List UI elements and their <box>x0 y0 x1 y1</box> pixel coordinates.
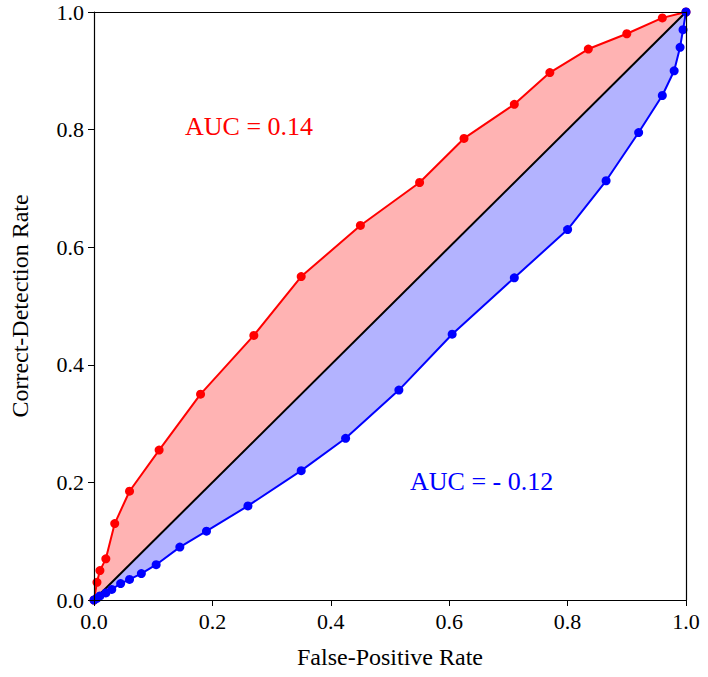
svg-text:0.6: 0.6 <box>57 235 85 260</box>
svg-text:1.0: 1.0 <box>672 609 700 634</box>
svg-text:0.0: 0.0 <box>80 609 108 634</box>
svg-text:0.4: 0.4 <box>317 609 345 634</box>
svg-text:AUC = - 0.12: AUC = - 0.12 <box>410 467 553 496</box>
svg-text:1.0: 1.0 <box>57 0 85 25</box>
svg-text:AUC = 0.14: AUC = 0.14 <box>185 112 313 141</box>
svg-text:0.6: 0.6 <box>435 609 463 634</box>
svg-text:0.8: 0.8 <box>554 609 582 634</box>
svg-text:0.2: 0.2 <box>199 609 227 634</box>
svg-text:0.0: 0.0 <box>56 587 84 613</box>
svg-text:False-Positive Rate: False-Positive Rate <box>297 644 483 670</box>
svg-text:0.4: 0.4 <box>57 352 85 377</box>
svg-text:Correct-Detection Rate: Correct-Detection Rate <box>7 194 33 417</box>
svg-text:0.8: 0.8 <box>57 117 85 142</box>
svg-text:0.2: 0.2 <box>57 470 85 495</box>
